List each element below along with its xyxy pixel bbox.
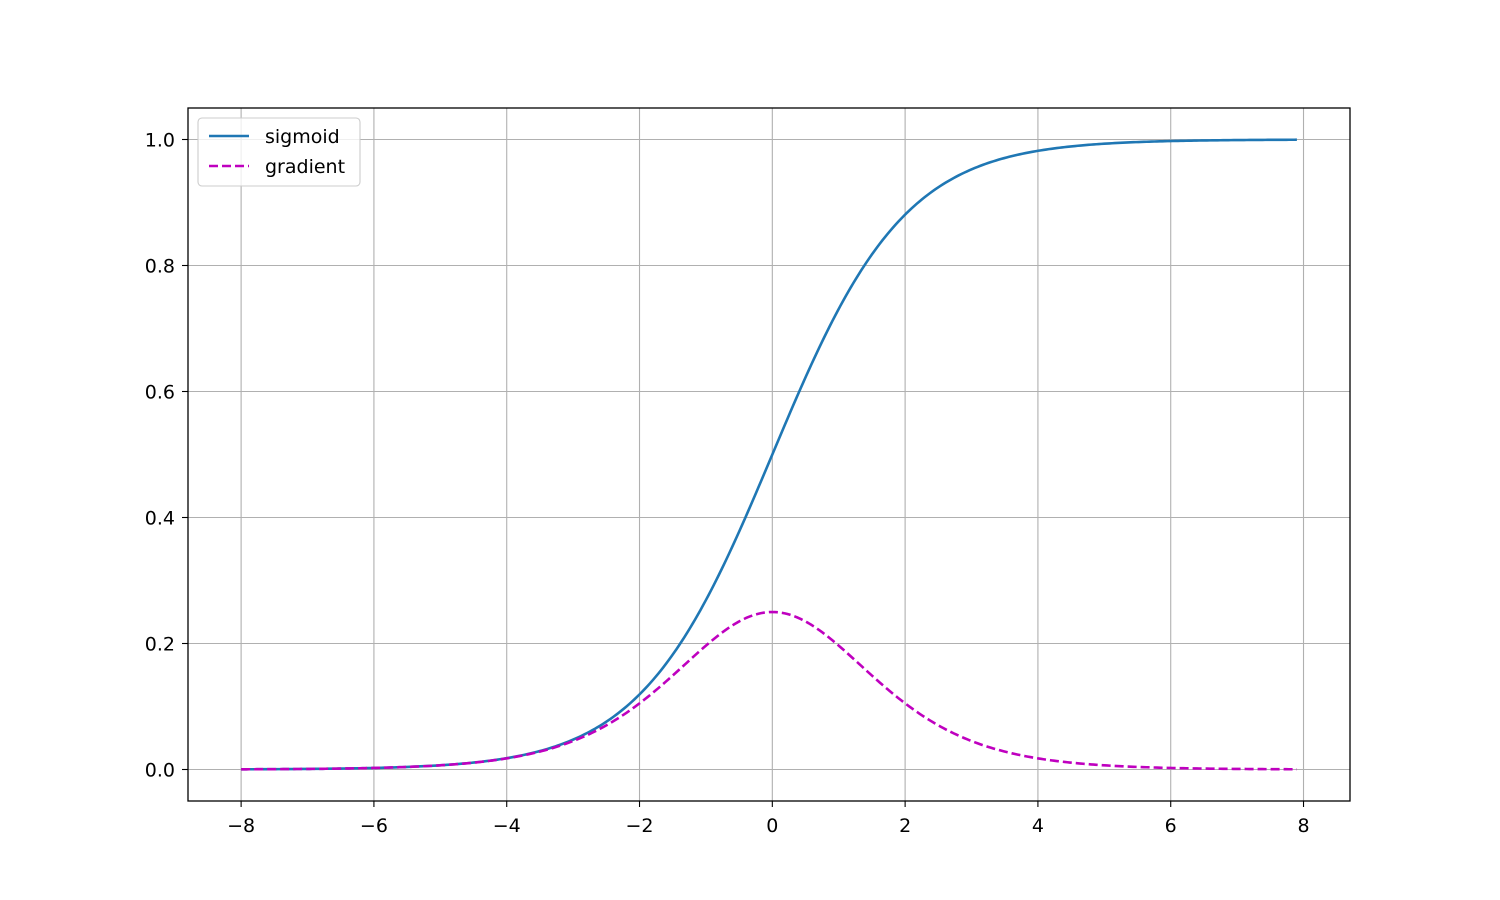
x-tick-label: 4 <box>1032 815 1044 837</box>
x-tick-label: −2 <box>626 815 654 837</box>
y-tick-label: 0.8 <box>145 256 175 278</box>
y-axis: 0.0 0.2 0.4 0.6 0.8 1.0 <box>145 130 188 782</box>
y-tick-label: 0.4 <box>145 508 175 530</box>
legend: sigmoid gradient <box>197 117 361 187</box>
grid <box>188 108 1350 801</box>
x-tick-label: −6 <box>360 815 388 837</box>
axes-frame <box>187 107 1351 802</box>
y-tick-label: 0.0 <box>145 760 175 782</box>
legend-label-gradient: gradient <box>265 156 345 178</box>
x-axis: −8 −6 −4 −2 0 2 4 6 8 <box>227 801 1310 837</box>
series-layer <box>241 138 1297 771</box>
x-tick-label: −4 <box>493 815 521 837</box>
y-tick-label: 0.2 <box>145 634 175 656</box>
legend-label-sigmoid: sigmoid <box>265 126 340 148</box>
x-tick-label: 6 <box>1165 815 1177 837</box>
plot-area <box>188 108 1350 801</box>
y-tick-label: 1.0 <box>145 130 175 152</box>
x-tick-label: 0 <box>766 815 778 837</box>
x-tick-label: −8 <box>227 815 255 837</box>
series-gradient-line <box>241 610 1297 771</box>
x-tick-label: 2 <box>899 815 911 837</box>
x-tick-label: 8 <box>1297 815 1309 837</box>
y-tick-label: 0.6 <box>145 382 175 404</box>
